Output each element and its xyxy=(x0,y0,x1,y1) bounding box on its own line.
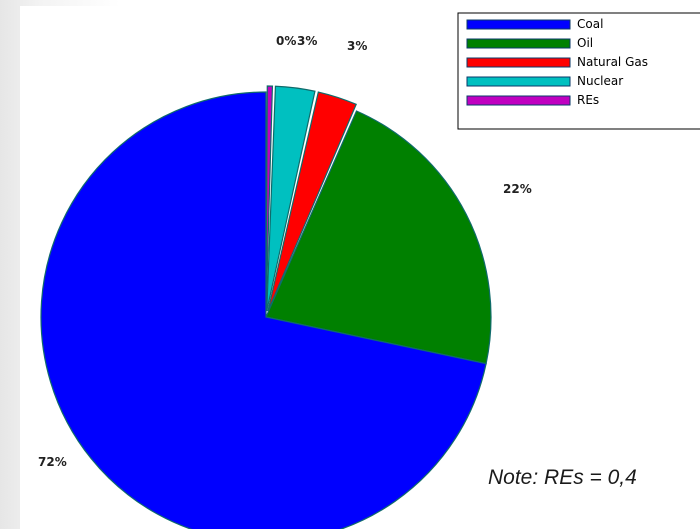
pie-slice-res xyxy=(265,85,274,312)
pie-slice-oil xyxy=(265,110,492,365)
legend-swatch-natural-gas xyxy=(466,57,571,68)
slice-label-coal: 72% xyxy=(38,455,67,469)
legend-label-oil: Oil xyxy=(577,36,593,50)
legend-box xyxy=(457,12,700,130)
slice-label-oil: 22% xyxy=(503,182,532,196)
pie-slice-coal xyxy=(40,91,487,529)
legend-label-natural-gas: Natural Gas xyxy=(577,55,648,69)
slice-label-nuclear: 3% xyxy=(297,34,317,48)
pie-slice-nuclear xyxy=(266,85,316,312)
pie-slice-natural-gas xyxy=(267,91,357,312)
slice-label-res: 0% xyxy=(276,34,296,48)
chart-legend: Coal Oil Natural Gas Nuclear REs xyxy=(457,12,700,130)
legend-swatch-coal xyxy=(466,19,571,30)
legend-label-res: REs xyxy=(577,93,599,107)
pie-slices xyxy=(40,85,492,529)
slice-label-natural-gas: 3% xyxy=(347,39,367,53)
legend-label-coal: Coal xyxy=(577,17,603,31)
legend-swatch-oil xyxy=(466,38,571,49)
chart-note: Note: REs = 0,4 xyxy=(488,466,637,489)
legend-swatch-res xyxy=(466,95,571,106)
pie-value-labels: 0% 3% 3%22%72% xyxy=(38,34,532,469)
legend-swatch-nuclear xyxy=(466,76,571,87)
legend-label-nuclear: Nuclear xyxy=(577,74,623,88)
